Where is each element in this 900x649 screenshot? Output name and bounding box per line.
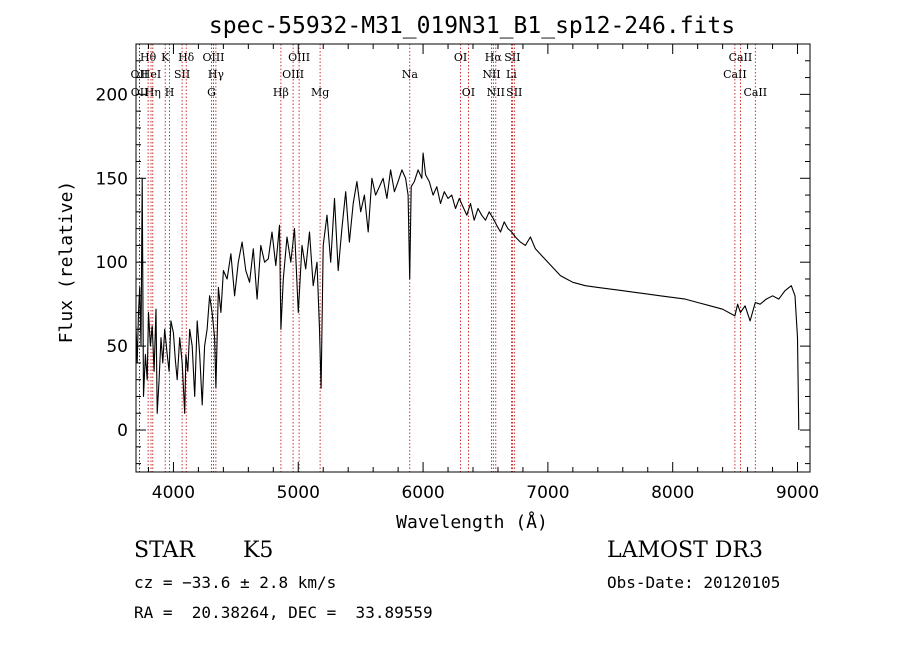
x-axis: 4000 5000 6000 7000 8000 9000	[147, 44, 819, 503]
spectrum-line	[135, 152, 800, 431]
y-tick-label: 0	[117, 421, 128, 441]
x-tick-label: 6000	[401, 483, 444, 503]
y-tick-label: 100	[96, 253, 128, 273]
spectral-line-label: Hδ	[178, 51, 195, 64]
y-tick-label: 50	[106, 337, 128, 357]
x-tick-label: 9000	[776, 483, 819, 503]
spectral-line-label: OIII	[288, 51, 310, 64]
redshift-value: cz = −33.6 ± 2.8 km/s	[134, 573, 337, 592]
spectral-line-label: G	[207, 86, 216, 99]
x-tick-label: 5000	[277, 483, 320, 503]
spectral-line-label: SII	[504, 51, 520, 64]
spectral-line-labels: OII OII Hθ HeI Hη K H SII Hδ OIII G Hγ OIII Hβ OIII Mg N…	[131, 51, 768, 99]
x-tick-label: 7000	[526, 483, 569, 503]
spectral-line-label: SII	[506, 86, 522, 99]
spectral-line-label: OIII	[282, 68, 304, 81]
x-tick-label: 8000	[651, 483, 694, 503]
y-axis: 0 50 100 150 200	[96, 60, 810, 465]
spectral-line-label: NII	[482, 68, 500, 81]
spectral-line-label: Mg	[311, 86, 329, 99]
y-tick-label: 150	[96, 169, 128, 189]
object-class: STAR	[134, 538, 195, 563]
y-tick-label: 200	[96, 85, 128, 105]
spectral-line-label: CaII	[743, 86, 767, 99]
spectral-line-label: K	[161, 51, 170, 64]
survey-name: LAMOST DR3	[607, 538, 763, 563]
spectral-line-label: Li	[506, 68, 517, 81]
spectral-line-label: Hη	[145, 86, 161, 99]
observation-date: Obs-Date: 20120105	[607, 573, 781, 592]
spectral-line-label: OI	[462, 86, 475, 99]
spectral-line-label: Hα	[485, 51, 503, 64]
chart-title: spec-55932-M31_019N31_B1_sp12-246.fits	[209, 13, 735, 39]
spectral-line-label: OIII	[202, 51, 224, 64]
spectral-line-label: OII	[131, 86, 149, 99]
spectral-line-label: Hθ	[140, 51, 157, 64]
spectral-line-label: SII	[174, 68, 190, 81]
x-tick-label: 4000	[152, 483, 195, 503]
spectral-line-label: Na	[402, 68, 419, 81]
plot-frame	[135, 43, 811, 473]
spectral-line-label: Hβ	[273, 86, 289, 99]
coordinates: RA = 20.38264, DEC = 33.89559	[134, 603, 433, 622]
spectral-line-label: OII	[131, 68, 149, 81]
spectral-line-label: Hγ	[208, 68, 225, 81]
spectral-line-label: HeI	[141, 68, 161, 81]
spectral-line-label: NII	[487, 86, 505, 99]
spectral-line-label: CaII	[729, 51, 753, 64]
spectral-line-markers	[138, 44, 756, 472]
spectral-line-label: H	[165, 86, 175, 99]
object-subclass: K5	[243, 538, 274, 563]
spectral-line-label: OI	[454, 51, 467, 64]
x-axis-label: Wavelength (Å)	[396, 511, 548, 533]
y-axis-label: Flux (relative)	[56, 181, 77, 344]
spectral-line-label: CaII	[723, 68, 747, 81]
